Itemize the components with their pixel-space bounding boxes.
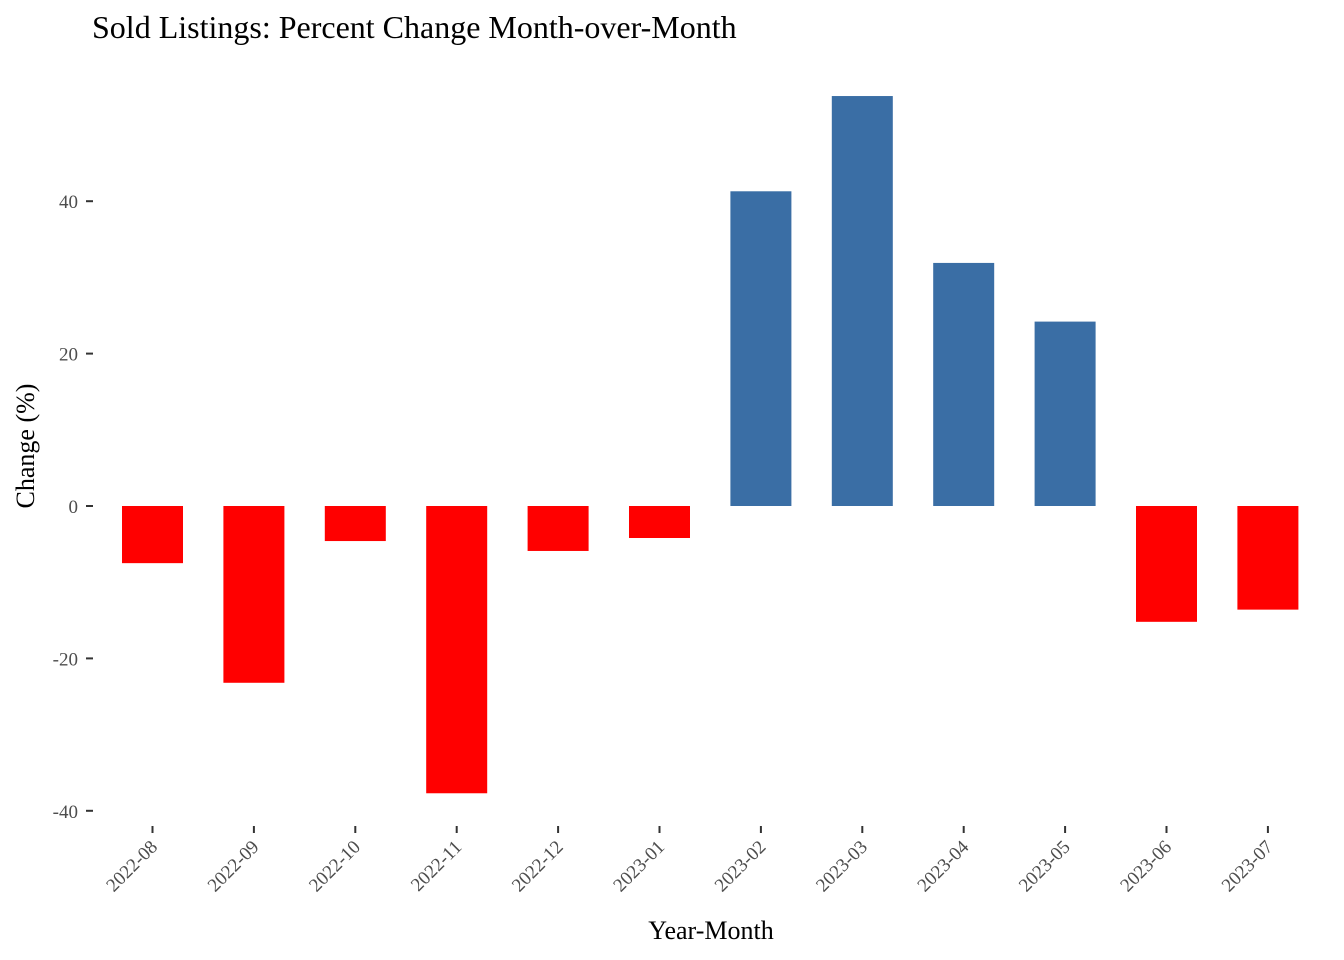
bar-2023-03 (831, 96, 893, 506)
bar-2023-06 (1136, 506, 1197, 622)
x-tick-label: 2023-02 (711, 837, 771, 897)
bar-2022-09 (223, 506, 285, 683)
x-tick-label: 2022-08 (102, 837, 162, 897)
bar-2022-12 (527, 506, 589, 551)
bar-2023-05 (1034, 321, 1096, 506)
x-tick-label: 2023-03 (812, 837, 872, 897)
x-tick-label: 2023-06 (1116, 837, 1176, 897)
bar-2022-10 (324, 506, 386, 542)
bar-2022-11 (426, 506, 488, 794)
bar-2023-04 (933, 262, 995, 506)
x-tick-label: 2022-09 (204, 837, 264, 897)
y-tick-label: 0 (69, 497, 79, 518)
x-tick-label: 2023-07 (1218, 837, 1278, 897)
x-tick-label: 2023-05 (1015, 837, 1075, 897)
y-axis: -40 -20 0 20 40 (53, 192, 93, 823)
y-tick-label: 20 (59, 345, 78, 366)
y-axis-title: Change (%) (11, 384, 40, 509)
x-tick-label: 2022-11 (407, 837, 466, 896)
y-tick-label: 40 (59, 192, 78, 213)
x-tick-label: 2023-04 (914, 836, 974, 896)
x-tick-label: 2023-01 (609, 837, 669, 897)
bar-2022-08 (122, 506, 183, 564)
bar-2023-07 (1237, 506, 1299, 610)
chart-title: Sold Listings: Percent Change Month-over… (92, 9, 737, 45)
y-tick-label: -40 (53, 802, 78, 823)
x-tick-label: 2022-10 (305, 837, 365, 897)
bars-group (122, 96, 1299, 794)
x-axis: 2022-08 2022-09 2022-10 2022-11 2022-12 2023-… (102, 826, 1277, 896)
x-axis-title: Year-Month (648, 916, 773, 945)
bar-2023-01 (629, 506, 690, 538)
bar-2023-02 (730, 191, 792, 507)
y-tick-label: -20 (53, 649, 78, 670)
x-tick-label: 2022-12 (508, 837, 568, 897)
